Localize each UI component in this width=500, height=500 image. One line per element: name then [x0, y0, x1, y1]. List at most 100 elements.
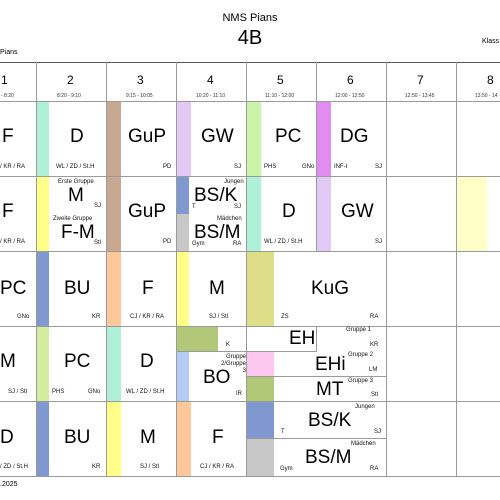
subject-label: F: [2, 126, 14, 147]
color-bar: [177, 177, 189, 214]
teacher-label: PHS: [52, 389, 65, 395]
group-label: Gruppe 2/Gruppe 3: [220, 354, 246, 374]
teacher-label: K: [226, 342, 231, 348]
period-number-4: 4: [207, 73, 214, 87]
period-time-1: - 8:20: [1, 93, 14, 99]
period-time-2: 8:20 - 9:10: [57, 93, 81, 99]
class-label-fragment: Klass: [482, 38, 500, 45]
grid-line: [0, 326, 500, 327]
period-time-6: 12:00 - 12:50: [335, 93, 365, 99]
subject-label: EHi: [315, 354, 346, 375]
period-time-8: 13:50 - 14: [475, 93, 498, 99]
grid-line: [247, 438, 387, 439]
subject-label: D: [70, 126, 84, 147]
teacher-label: PHS: [264, 164, 277, 170]
subject-label: D: [140, 351, 154, 372]
school-name: NMS Pians: [222, 12, 278, 24]
teacher-label: T: [281, 429, 285, 435]
teacher-label: LM: [369, 367, 378, 373]
color-bar: [247, 352, 274, 376]
teacher-label: SJ: [375, 164, 383, 170]
color-bar: [247, 439, 274, 476]
color-bar: [247, 252, 274, 326]
teacher-label: GNo: [17, 314, 30, 320]
color-bar: [107, 402, 121, 476]
teacher-label: SJ: [234, 164, 242, 170]
teacher-label: / KR / RA: [0, 164, 26, 170]
teacher-label: Gym: [280, 466, 293, 472]
subject-label: BU: [64, 278, 91, 299]
group-label: Gruppe 2: [348, 352, 374, 358]
subject-label: PC: [275, 126, 302, 147]
footer-date: .2025: [0, 481, 18, 488]
color-bar: [177, 214, 189, 251]
group-label: Erste Gruppe: [58, 179, 94, 185]
period-number-5: 5: [277, 73, 284, 87]
group-label: Mädchen: [217, 216, 242, 222]
teacher-label: INF-I: [334, 164, 348, 170]
period-number-6: 6: [347, 73, 354, 87]
color-bar: [457, 177, 487, 251]
color-bar: [107, 177, 121, 251]
subject-label: EH: [289, 328, 316, 349]
period-number-3: 3: [137, 73, 144, 87]
grid-line: [316, 326, 317, 351]
grid-line: [177, 351, 317, 352]
teacher-label: Stl: [371, 392, 379, 398]
grid-line: [0, 251, 500, 252]
subject-label: F: [142, 278, 154, 299]
teacher-label: SJ: [234, 204, 242, 210]
subject-label: M: [0, 351, 16, 372]
subject-label: GuP: [128, 201, 167, 222]
subject-label: M: [68, 185, 84, 206]
group-label: Jungen: [355, 404, 375, 410]
grid-line: [106, 62, 107, 476]
color-bar: [37, 177, 49, 251]
subject-label: M: [209, 278, 225, 299]
grid-line: [247, 376, 387, 377]
teacher-label: PD: [163, 164, 172, 170]
grid-line: [0, 176, 500, 177]
teacher-label: RA: [233, 241, 242, 247]
subject-label: F: [2, 201, 14, 222]
school-name-fragment: Pians: [0, 49, 18, 56]
teacher-label: WL / ZD / St.H: [56, 164, 95, 170]
period-time-3: 9:15 - 10:05: [126, 93, 153, 99]
class-title: 4B: [237, 27, 263, 49]
teacher-label: Gym: [192, 241, 205, 247]
subject-label: PC: [64, 351, 91, 372]
subject-label: GW: [341, 201, 374, 222]
grid-line: [36, 62, 37, 476]
period-number-2: 2: [67, 73, 74, 87]
subject-label: MT: [316, 379, 344, 400]
color-bar: [247, 377, 274, 401]
color-bar: [177, 252, 189, 326]
teacher-label: SJ: [375, 239, 383, 245]
color-bar: [107, 327, 121, 401]
teacher-label: GNo: [88, 389, 101, 395]
grid-line: [176, 62, 177, 476]
teacher-label: PD: [163, 239, 172, 245]
period-time-5: 11:10 - 12:00: [265, 93, 295, 99]
grid-line: [0, 101, 500, 102]
group-label: Jungen: [224, 179, 244, 185]
subject-label: BS/M: [194, 222, 241, 243]
subject-label: BS/K: [308, 410, 352, 431]
grid-line: [456, 62, 457, 476]
grid-line: [386, 62, 387, 476]
grid-line: [0, 401, 500, 402]
grid-line: [0, 476, 500, 477]
color-bar: [177, 402, 191, 476]
subject-label: KuG: [311, 278, 350, 299]
teacher-label: KR: [92, 464, 101, 470]
subject-label: GuP: [128, 126, 167, 147]
color-bar: [107, 252, 121, 326]
color-bar: [177, 102, 191, 176]
subject-label: BO: [203, 367, 231, 388]
teacher-label: SJ / Stl: [8, 389, 28, 395]
subject-label: GW: [201, 126, 234, 147]
period-number-7: 7: [417, 73, 424, 87]
grid-line: [246, 62, 247, 476]
group-label: Mädchen: [351, 441, 376, 447]
teacher-label: IR: [236, 391, 242, 397]
